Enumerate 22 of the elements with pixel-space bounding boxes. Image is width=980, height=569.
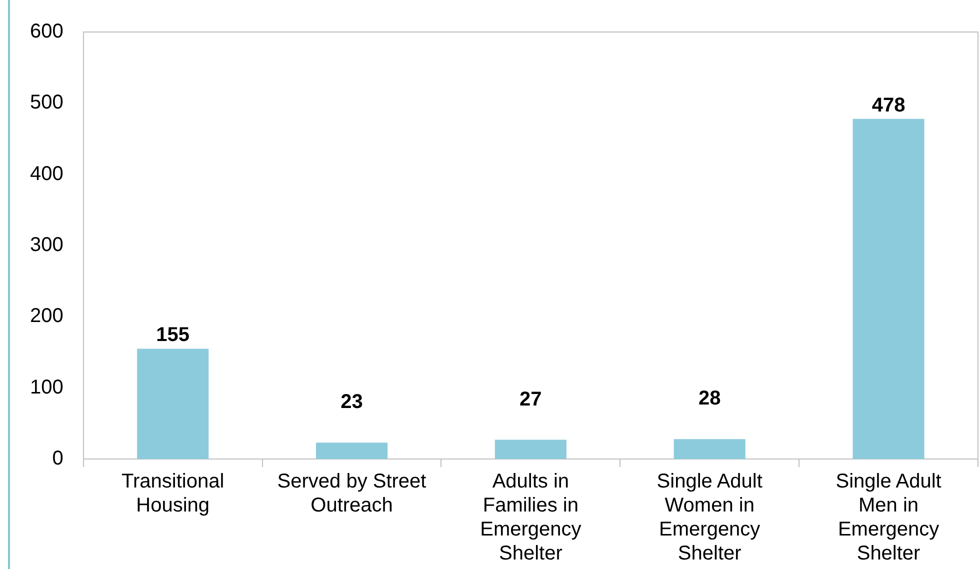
data-label: 155 [156,324,190,346]
y-tick-label: 200 [30,305,64,328]
y-tick-label: 0 [52,448,64,470]
x-tick-label: Single Adult Women in Emergency Shelter [656,470,763,565]
data-label: 23 [340,391,363,414]
x-tick-label: Single Adult Men in Emergency Shelter [836,470,942,565]
y-tick-label: 300 [30,234,64,256]
bar [494,440,566,459]
data-label: 27 [520,388,542,410]
y-tick-label: 600 [30,20,64,43]
y-tick-label: 400 [30,162,64,185]
bar [674,439,746,459]
x-tick-label: Adults in Families in Emergency Shelter [480,470,582,565]
data-label: 478 [872,94,906,116]
data-label: 28 [698,388,721,410]
x-tick-label: Transitional Housing [122,470,224,517]
bar [137,348,209,459]
x-tick-label: Served by Street Outreach [277,470,427,517]
bar [852,118,924,459]
bar [316,442,388,459]
y-tick-label: 500 [30,92,64,114]
y-tick-label: 100 [30,376,64,398]
